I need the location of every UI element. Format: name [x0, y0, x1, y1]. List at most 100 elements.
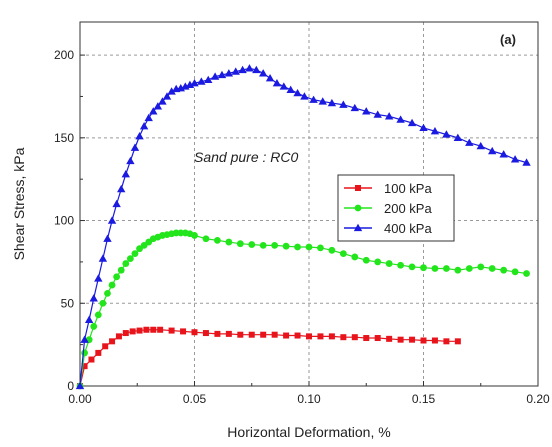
data-point — [248, 241, 256, 248]
data-point — [99, 299, 107, 307]
data-point — [144, 113, 153, 122]
data-point — [279, 82, 289, 90]
data-point — [294, 332, 301, 339]
legend-swatch-marker — [353, 223, 363, 232]
data-point — [500, 266, 508, 274]
data-point — [454, 338, 461, 345]
data-point — [339, 250, 347, 258]
data-point — [317, 333, 324, 340]
data-point — [385, 260, 393, 267]
data-point — [283, 332, 290, 339]
data-point — [135, 131, 144, 140]
data-point — [104, 289, 111, 297]
data-point — [103, 234, 112, 242]
data-point — [419, 123, 428, 132]
data-point — [158, 97, 167, 105]
panel-label: (a) — [500, 32, 516, 47]
data-point — [75, 381, 85, 390]
data-point — [305, 243, 313, 251]
data-point — [453, 133, 463, 141]
chart-annotation: Sand pure : RC0 — [194, 149, 298, 165]
data-point — [282, 242, 290, 250]
data-point — [115, 333, 122, 340]
data-point — [286, 85, 295, 93]
data-point — [129, 328, 136, 335]
series-200-kpa — [76, 229, 530, 390]
legend-label: 100 kPa — [384, 181, 432, 196]
data-point — [351, 334, 358, 341]
data-point — [271, 331, 278, 338]
y-tick-label: 150 — [54, 131, 74, 145]
y-tick-label: 100 — [54, 214, 74, 228]
data-point — [126, 156, 135, 165]
data-point — [386, 335, 393, 342]
data-point — [252, 65, 261, 74]
data-point — [340, 334, 347, 341]
data-point — [214, 330, 221, 337]
legend-items: 100 kPa 200 kPa 400 kPa — [344, 181, 432, 236]
data-point — [442, 130, 451, 138]
data-point — [294, 243, 301, 251]
series-line — [79, 232, 527, 387]
data-point — [476, 141, 485, 150]
data-point — [109, 338, 116, 345]
data-point — [131, 250, 139, 258]
x-axis-label: Horizontal Deformation, % — [227, 424, 390, 440]
data-point — [190, 79, 199, 87]
y-tick-label: 0 — [67, 379, 74, 393]
data-point — [396, 115, 405, 123]
data-point — [300, 92, 309, 100]
data-point — [397, 261, 404, 269]
data-point — [112, 199, 121, 208]
data-point — [153, 102, 163, 110]
data-point — [136, 327, 143, 334]
data-point — [454, 266, 462, 274]
x-tick-label: 0.10 — [297, 392, 321, 406]
legend-label: 400 kPa — [384, 221, 432, 236]
data-point — [350, 103, 359, 112]
data-point — [265, 74, 275, 82]
data-point — [231, 67, 240, 75]
data-point — [130, 143, 140, 151]
data-point — [121, 170, 130, 178]
data-point — [94, 274, 103, 282]
data-point — [407, 118, 417, 127]
data-point — [204, 75, 213, 84]
data-point — [157, 326, 164, 333]
data-point — [248, 331, 255, 338]
legend-item: 200 kPa — [344, 201, 432, 216]
legend-label: 200 kPa — [384, 201, 432, 216]
data-point — [511, 268, 519, 276]
data-point — [117, 184, 126, 193]
data-point — [197, 77, 206, 85]
data-point — [523, 270, 530, 277]
data-point — [191, 329, 198, 336]
data-point — [143, 326, 150, 333]
x-tick-label: 0.05 — [183, 392, 207, 406]
data-point — [84, 315, 94, 323]
series-400-kpa — [75, 64, 531, 390]
legend: 100 kPa 200 kPa 400 kPa — [337, 174, 455, 242]
data-point — [409, 336, 416, 343]
data-point — [122, 330, 129, 337]
data-point — [217, 70, 227, 79]
data-point — [88, 356, 95, 363]
data-point — [149, 107, 158, 115]
x-tick-label: 0.00 — [68, 392, 92, 406]
data-point — [328, 333, 335, 340]
data-point — [237, 331, 244, 338]
data-point — [397, 336, 404, 343]
legend-swatch-marker — [354, 204, 362, 212]
data-point — [373, 110, 382, 118]
x-tick-label: 0.20 — [526, 392, 550, 406]
data-point — [81, 349, 88, 357]
data-point — [117, 266, 125, 274]
data-point — [327, 98, 337, 107]
data-point — [499, 150, 508, 158]
data-point — [430, 127, 440, 135]
data-point — [224, 69, 234, 77]
data-point — [238, 65, 247, 74]
data-point — [488, 146, 497, 155]
data-point — [408, 263, 416, 271]
data-point — [318, 97, 327, 105]
